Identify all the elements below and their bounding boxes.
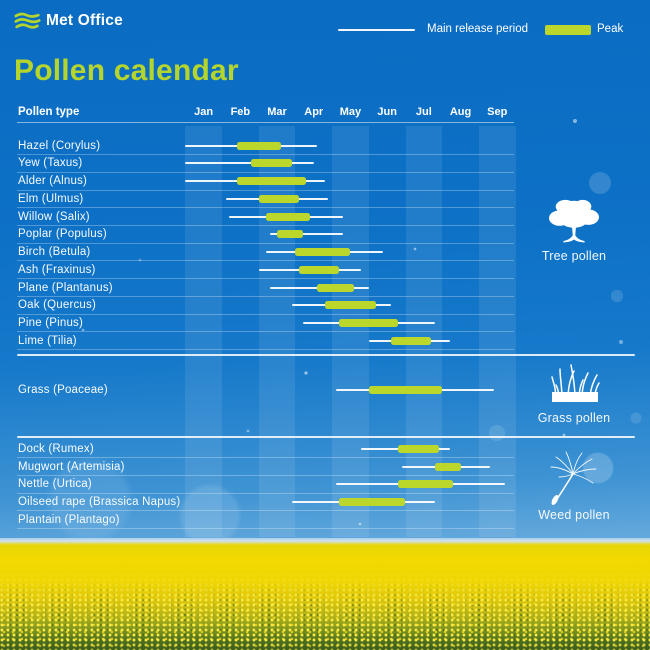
legend-peak-label: Peak — [597, 23, 624, 35]
peak-bar — [368, 385, 443, 394]
rapeseed-field-photo — [0, 538, 650, 650]
pollen-type-label: Birch (Betula) — [18, 246, 91, 259]
pollen-row: Ash (Fraxinus) — [17, 262, 514, 280]
pollen-type-label: Ash (Fraxinus) — [18, 263, 96, 276]
peak-bar — [236, 177, 307, 186]
peak-bar — [251, 159, 292, 168]
month-label-apr: Apr — [304, 106, 324, 118]
weed-pollen-label: Weed pollen — [538, 508, 610, 522]
month-label-jan: Jan — [194, 106, 214, 118]
pollen-row: Mugwort (Artemisia) — [17, 458, 514, 477]
peak-bar — [258, 194, 300, 203]
month-label-sep: Sep — [487, 106, 508, 118]
tree-icon — [549, 199, 599, 243]
pollen-type-label: Grass (Poaceae) — [18, 383, 108, 396]
pollen-type-label: Willow (Salix) — [18, 210, 90, 223]
peak-bar — [324, 301, 377, 310]
page-title: Pollen calendar — [14, 54, 239, 87]
pollen-row: Oilseed rape (Brassica Napus) — [17, 494, 514, 512]
pollen-type-label: Oak (Quercus) — [18, 299, 97, 312]
pollen-type-label: Pine (Pinus) — [18, 317, 84, 330]
pollen-type-label: Alder (Alnus) — [18, 175, 88, 188]
section-divider — [17, 436, 635, 438]
peak-bar — [317, 283, 355, 292]
month-band — [478, 126, 516, 537]
pollen-row: Yew (Taxus) — [17, 155, 514, 173]
pollen-type-header: Pollen type — [18, 106, 80, 118]
release-period-line — [185, 162, 314, 165]
pollen-row: Alder (Alnus) — [17, 173, 514, 191]
month-label-jun: Jun — [377, 106, 397, 118]
pollen-row: Pine (Pinus) — [17, 315, 514, 333]
peak-bar — [277, 230, 303, 239]
peak-bar — [299, 265, 340, 274]
release-period-line — [269, 233, 344, 236]
pollen-type-label: Plane (Plantanus) — [18, 281, 113, 294]
month-band — [332, 126, 369, 537]
pollen-type-label: Nettle (Urtica) — [18, 478, 92, 491]
peak-bar — [266, 212, 311, 221]
header-underline — [17, 122, 514, 123]
release-period-line-sample — [338, 29, 415, 31]
pollen-row: Dock (Rumex) — [17, 441, 514, 459]
logo-text: Met Office — [46, 12, 123, 29]
pollen-row: Plane (Plantanus) — [17, 279, 514, 297]
legend: Main release period Peak — [338, 22, 630, 38]
peak-bar — [434, 462, 461, 471]
pollen-type-label: Elm (Ulmus) — [18, 192, 84, 205]
section-divider — [17, 354, 635, 356]
peak-bar — [236, 141, 281, 150]
pollen-type-label: Poplar (Populus) — [18, 228, 107, 241]
pollen-type-label: Plantain (Plantago) — [18, 513, 120, 526]
grass-pollen-label: Grass pollen — [537, 411, 611, 425]
peak-bar — [295, 248, 351, 257]
month-label-aug: Aug — [449, 106, 472, 118]
pollen-type-label: Oilseed rape (Brassica Napus) — [18, 496, 181, 509]
month-band — [258, 126, 296, 537]
weed-dandelion-seed-icon — [550, 451, 597, 506]
grass-icon — [551, 364, 600, 402]
pollen-type-label: Yew (Taxus) — [18, 157, 83, 170]
month-label-may: May — [339, 106, 362, 118]
pollen-type-label: Mugwort (Artemisia) — [18, 460, 125, 473]
tree-pollen-label: Tree pollen — [541, 249, 607, 263]
month-label-jul: Jul — [415, 106, 432, 118]
met-office-logo: Met Office — [14, 11, 123, 31]
peak-bar — [339, 498, 406, 507]
pollen-row: Birch (Betula) — [17, 244, 514, 262]
pollen-row: Lime (Tilia) — [17, 332, 514, 351]
peak-bar — [398, 480, 454, 489]
pollen-row: Willow (Salix) — [17, 208, 514, 227]
peak-bar — [398, 445, 439, 454]
peak-bar — [390, 336, 432, 345]
month-label-feb: Feb — [230, 106, 251, 118]
pollen-row: Hazel (Corylus) — [17, 137, 514, 156]
pollen-row: Grass (Poaceae) — [17, 381, 514, 399]
pollen-row: Nettle (Urtica) — [17, 476, 514, 494]
month-label-mar: Mar — [267, 106, 287, 118]
pollen-type-label: Lime (Tilia) — [18, 334, 77, 347]
pollen-row: Poplar (Populus) — [17, 226, 514, 244]
peak-bar — [339, 319, 399, 328]
peak-swatch — [545, 25, 591, 35]
pollen-type-label: Hazel (Corylus) — [18, 139, 101, 152]
pollen-row: Elm (Ulmus) — [17, 191, 514, 209]
pollen-row: Plantain (Plantago) — [17, 511, 514, 530]
month-band — [185, 126, 222, 537]
pollen-type-label: Dock (Rumex) — [18, 443, 94, 456]
legend-release-label: Main release period — [427, 23, 529, 35]
met-office-swirl-icon — [14, 12, 41, 29]
pollen-row: Oak (Quercus) — [17, 297, 514, 315]
